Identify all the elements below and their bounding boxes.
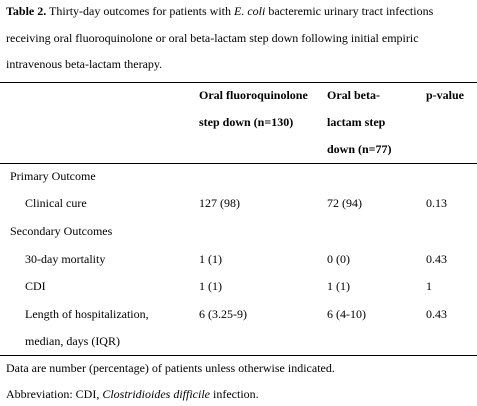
row-mortality-fq: 1 (1) bbox=[199, 252, 222, 266]
row-cdi-p: 1 bbox=[426, 279, 432, 293]
abbrev-organism: Clostridioides difficile bbox=[102, 387, 210, 401]
caption-text-pre: Thirty-day outcomes for patients with bbox=[49, 4, 235, 18]
row-mortality-label: 30-day mortality bbox=[25, 252, 106, 266]
footnote-data-note: Data are number (percentage) of patients… bbox=[6, 361, 335, 375]
abbrev-post: infection. bbox=[210, 387, 259, 401]
header-fq-line-1: Oral fluoroquinolone bbox=[199, 88, 308, 102]
row-cdi-label: CDI bbox=[25, 279, 46, 293]
table-caption-line-2: receiving oral fluoroquinolone or oral b… bbox=[6, 31, 419, 45]
row-los-label-line-2: median, days (IQR) bbox=[25, 334, 120, 348]
row-mortality-p: 0.43 bbox=[426, 252, 447, 266]
row-mortality-bl: 0 (0) bbox=[327, 252, 350, 266]
row-los-fq: 6 (3.25-9) bbox=[199, 307, 247, 321]
footnote-abbreviation: Abbreviation: CDI, Clostridioides diffic… bbox=[6, 387, 259, 402]
row-clinical-cure-p: 0.13 bbox=[426, 196, 447, 210]
header-bl-line-1: Oral beta- bbox=[327, 88, 380, 102]
section-primary-outcome: Primary Outcome bbox=[10, 169, 96, 183]
caption-text-post: bacteremic urinary tract infections bbox=[265, 4, 434, 18]
header-bl-line-2: lactam step bbox=[327, 115, 386, 129]
table-bottom-rule bbox=[0, 355, 477, 356]
row-cdi-fq: 1 (1) bbox=[199, 279, 222, 293]
row-clinical-cure-label: Clinical cure bbox=[25, 196, 87, 210]
table-header-rule bbox=[0, 163, 477, 164]
header-pvalue: p-value bbox=[426, 88, 465, 102]
row-los-label-line-1: Length of hospitalization, bbox=[25, 307, 149, 321]
row-los-p: 0.43 bbox=[426, 307, 447, 321]
abbrev-pre: Abbreviation: CDI, bbox=[6, 387, 103, 401]
row-clinical-cure-fq: 127 (98) bbox=[199, 196, 240, 210]
table-caption-line-3: intravenous beta-lactam therapy. bbox=[6, 57, 163, 71]
header-bl-line-3: down (n=77) bbox=[327, 142, 392, 156]
header-fq-line-2: step down (n=130) bbox=[199, 115, 294, 129]
table-caption-line-1: Table 2. Thirty-day outcomes for patient… bbox=[6, 4, 433, 19]
row-clinical-cure-bl: 72 (94) bbox=[327, 196, 362, 210]
row-los-bl: 6 (4-10) bbox=[327, 307, 366, 321]
caption-organism: E. coli bbox=[234, 4, 266, 18]
table-label: Table 2. bbox=[6, 4, 47, 18]
table-top-rule bbox=[0, 82, 477, 83]
section-secondary-outcomes: Secondary Outcomes bbox=[10, 224, 113, 238]
row-cdi-bl: 1 (1) bbox=[327, 279, 350, 293]
